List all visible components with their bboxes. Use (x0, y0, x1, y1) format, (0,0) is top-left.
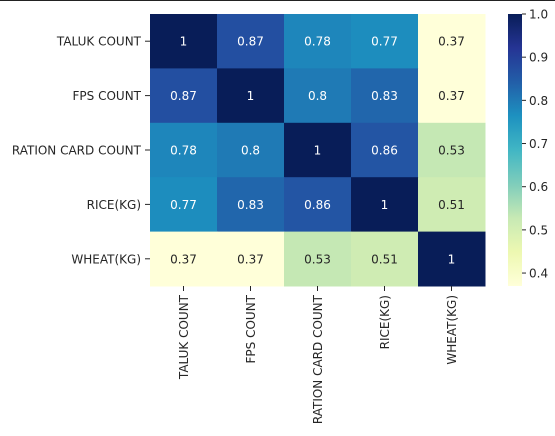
cell-label-4-1: 0.37 (237, 252, 264, 266)
cell-label-3-2: 0.86 (304, 198, 331, 212)
cell-label-0-2: 0.78 (304, 35, 331, 49)
colorbar-tick-label-3: 0.7 (529, 137, 548, 151)
heatmap-cell-2-0 (150, 122, 218, 178)
colorbar-tick-label-0: 0.4 (529, 267, 548, 281)
heatmap-cell-0-4 (418, 14, 486, 69)
colorbar-tick-label-6: 1.0 (529, 8, 548, 22)
cell-label-1-1: 1 (247, 89, 255, 103)
heatmap-cell-4-3 (351, 231, 419, 287)
top-border-line (0, 0, 555, 1)
heatmap-cell-1-3 (351, 68, 419, 124)
cell-label-3-3: 1 (381, 198, 389, 212)
heatmap-cell-3-2 (284, 177, 352, 233)
heatmap-cell-3-1 (217, 177, 285, 233)
colorbar-gradient (508, 14, 522, 286)
heatmap-cell-4-1 (217, 231, 285, 287)
heatmap-cell-2-4 (418, 122, 486, 178)
cell-label-1-3: 0.83 (371, 89, 398, 103)
heatmap-cell-labels: 1 0.87 0.78 0.77 0.37 0.87 1 0.8 0.83 0.37 0.78 0.8… (170, 35, 465, 267)
cell-label-1-4: 0.37 (438, 89, 465, 103)
cell-label-1-2: 0.8 (308, 89, 327, 103)
heatmap-cell-3-0 (150, 177, 218, 233)
cell-label-4-4: 1 (448, 252, 456, 266)
row-label-ration-card-count: RATION CARD COUNT (12, 144, 142, 158)
cell-label-0-4: 0.37 (438, 35, 465, 49)
heatmap-cell-4-2 (284, 231, 352, 287)
heatmap-cell-0-1 (217, 14, 285, 69)
cell-label-4-2: 0.53 (304, 252, 331, 266)
row-label-wheat-kg: WHEAT(KG) (71, 252, 141, 266)
colorbar-tick-label-5: 0.9 (529, 51, 548, 65)
row-label-taluk-count: TALUK COUNT (56, 35, 142, 49)
heatmap-cell-2-1 (217, 122, 285, 178)
heatmap-cells (150, 14, 486, 287)
column-label-wheat-kg: WHEAT(KG) (445, 295, 459, 365)
cell-label-3-0: 0.77 (170, 198, 197, 212)
column-label-taluk-count: TALUK COUNT (177, 294, 191, 380)
cell-label-1-0: 0.87 (170, 89, 197, 103)
heatmap-cell-1-0 (150, 68, 218, 124)
heatmap-cell-3-4 (418, 177, 486, 233)
heatmap-cell-1-4 (418, 68, 486, 124)
heatmap-cell-2-3 (351, 122, 419, 178)
cell-label-2-4: 0.53 (438, 144, 465, 158)
heatmap-cell-1-2 (284, 68, 352, 124)
heatmap-cell-4-4 (418, 231, 486, 287)
column-label-rice-kg: RICE(KG) (378, 295, 392, 349)
cell-label-4-0: 0.37 (170, 252, 197, 266)
heatmap-cell-0-0 (150, 14, 218, 69)
colorbar: 0.4 0.5 0.6 0.7 0.8 0.9 1.0 (508, 8, 548, 286)
cell-label-4-3: 0.51 (371, 252, 398, 266)
heatmap-column-labels: TALUK COUNT FPS COUNT RATION CARD COUNT RIC… (177, 286, 459, 424)
colorbar-tick-label-4: 0.8 (529, 94, 548, 108)
colorbar-tick-label-1: 0.5 (529, 223, 548, 237)
row-label-fps-count: FPS COUNT (73, 89, 142, 103)
cell-label-0-1: 0.87 (237, 35, 264, 49)
heatmap-cell-2-2 (284, 122, 352, 178)
heatmap-cell-0-2 (284, 14, 352, 69)
heatmap-cell-4-0 (150, 231, 218, 287)
cell-label-0-0: 1 (180, 35, 188, 49)
cell-label-0-3: 0.77 (371, 35, 398, 49)
cell-label-2-2: 1 (314, 144, 322, 158)
heatmap-cell-1-1 (217, 68, 285, 124)
cell-label-2-1: 0.8 (241, 144, 260, 158)
cell-label-2-3: 0.86 (371, 144, 398, 158)
cell-label-3-1: 0.83 (237, 198, 264, 212)
colorbar-tick-label-2: 0.6 (529, 180, 548, 194)
cell-label-2-0: 0.78 (170, 144, 197, 158)
heatmap-cell-3-3 (351, 177, 419, 233)
heatmap-cell-0-3 (351, 14, 419, 69)
column-label-fps-count: FPS COUNT (244, 294, 258, 363)
heatmap-row-labels: TALUK COUNT FPS COUNT RATION CARD COUNT RIC… (12, 35, 150, 266)
column-label-ration-card-count: RATION CARD COUNT (311, 294, 325, 424)
cell-label-3-4: 0.51 (438, 198, 465, 212)
row-label-rice-kg: RICE(KG) (87, 198, 141, 212)
